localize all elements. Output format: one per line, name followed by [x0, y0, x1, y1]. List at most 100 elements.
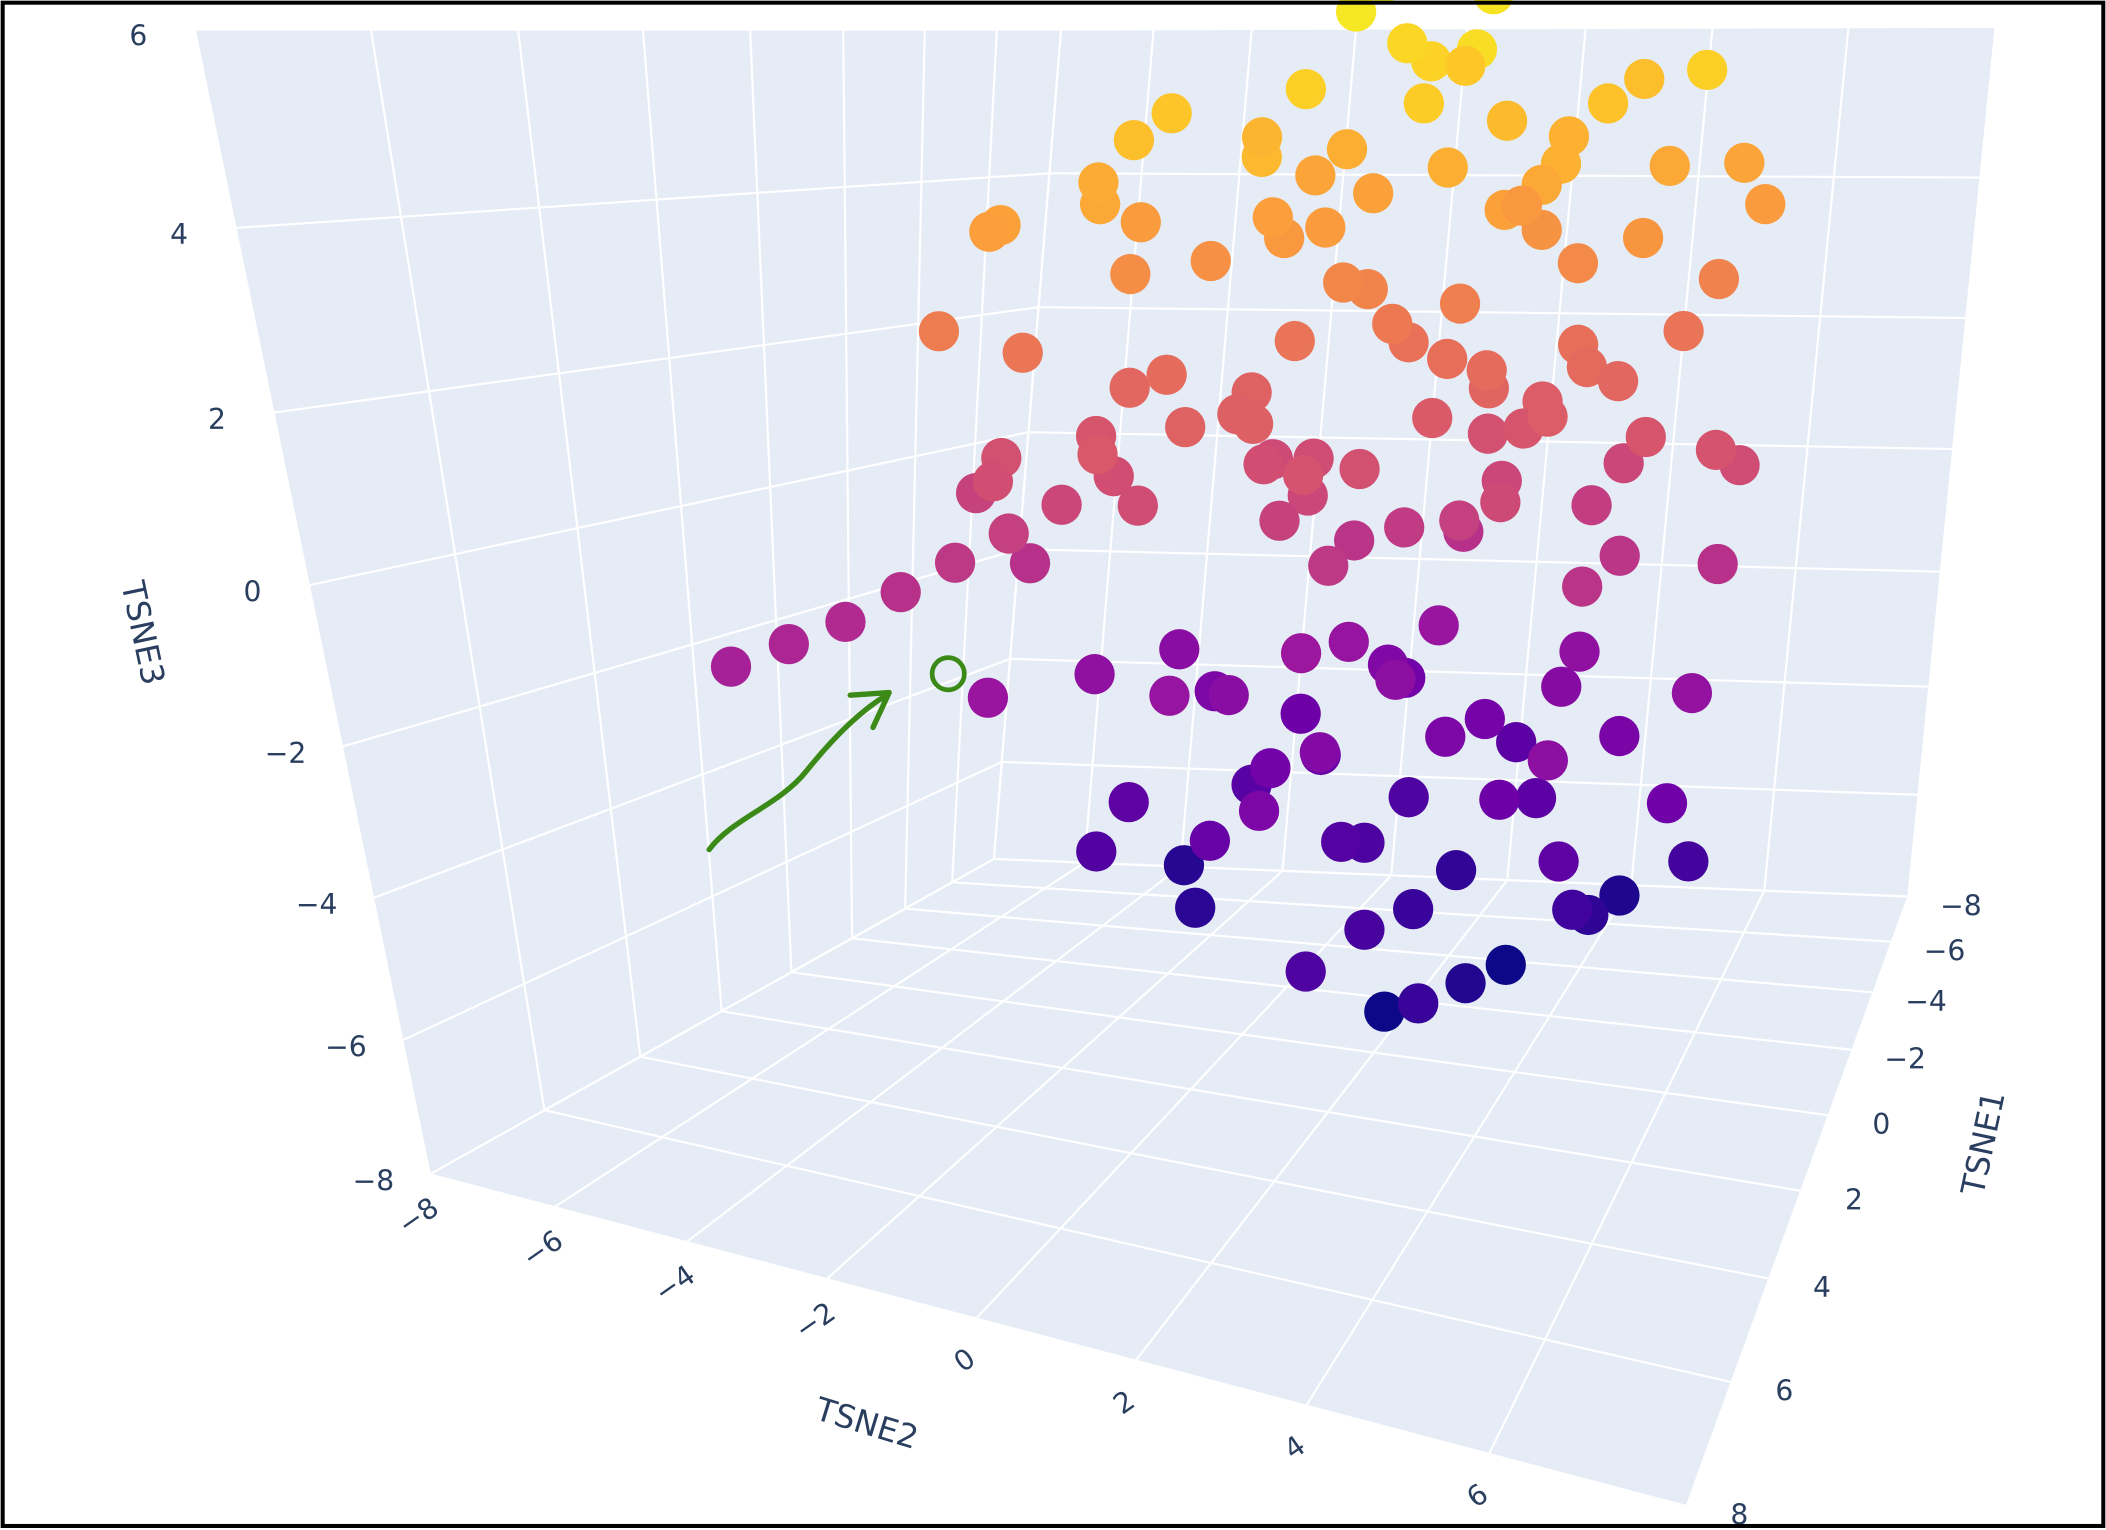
- point: [1515, 777, 1557, 819]
- z-tick-label: 6: [129, 20, 147, 53]
- point: [1624, 58, 1665, 100]
- point: [1541, 666, 1582, 707]
- grid-line: [308, 431, 1029, 587]
- point: [967, 677, 1009, 718]
- grid-line: [516, 29, 642, 1057]
- point: [1403, 83, 1445, 124]
- x-tick-label: −4: [1905, 985, 1947, 1018]
- point: [1339, 448, 1380, 490]
- grid-line: [851, 937, 1852, 1051]
- point: [1412, 397, 1453, 439]
- y-axis-title: TSNE2: [810, 1390, 923, 1457]
- z-axis-title: TSNE3: [113, 577, 172, 689]
- point: [1208, 674, 1249, 716]
- point: [1334, 520, 1375, 561]
- x-tick-label: −2: [1884, 1042, 1926, 1075]
- point: [1285, 68, 1327, 110]
- point: [1439, 500, 1480, 541]
- point: [1108, 782, 1149, 823]
- point: [1295, 155, 1336, 196]
- annotation-circle: [929, 655, 967, 693]
- point: [1299, 732, 1340, 773]
- z-tick-label: 0: [243, 575, 261, 608]
- floor: [429, 858, 1908, 1506]
- point: [1603, 443, 1644, 484]
- grid-line: [825, 870, 1284, 1280]
- point: [1557, 243, 1599, 284]
- x-axis-title: TSNE1: [1953, 1088, 2012, 1200]
- point: [1698, 258, 1740, 300]
- point: [1649, 145, 1690, 187]
- point: [1599, 715, 1640, 757]
- point: [1321, 821, 1362, 863]
- x-tick-label: 0: [1872, 1108, 1890, 1141]
- grid-line: [1061, 25, 1995, 31]
- grid-line: [429, 1173, 1686, 1507]
- grid-line: [640, 1055, 1769, 1280]
- y-tick-label: −4: [648, 1258, 701, 1309]
- point: [1425, 716, 1466, 757]
- grid-line: [429, 858, 995, 1176]
- grid-line: [975, 874, 1393, 1320]
- point: [1599, 535, 1640, 576]
- point: [1076, 831, 1117, 872]
- point: [1398, 983, 1439, 1024]
- point: [1190, 240, 1231, 282]
- point: [1335, 0, 1377, 32]
- y-tick-label: −8: [392, 1191, 445, 1242]
- point: [1305, 207, 1346, 248]
- y-tick-label: −2: [789, 1295, 842, 1346]
- point: [825, 601, 866, 643]
- left-wall: [194, 29, 1062, 1175]
- x-tick-label: −6: [1924, 934, 1966, 967]
- point: [1120, 202, 1161, 243]
- point: [1074, 654, 1115, 695]
- point: [1548, 116, 1590, 157]
- point: [1274, 320, 1315, 362]
- grid-line: [1049, 172, 1980, 179]
- point: [1388, 777, 1429, 818]
- grid-line: [193, 29, 431, 1175]
- point: [1668, 841, 1709, 882]
- point: [1146, 354, 1187, 395]
- point: [1435, 850, 1477, 891]
- point: [918, 311, 960, 352]
- point: [1252, 197, 1293, 238]
- point: [1002, 332, 1043, 373]
- point: [1599, 875, 1640, 916]
- x-tick-label: 2: [1845, 1183, 1863, 1216]
- point: [1282, 454, 1324, 496]
- grid-line: [951, 29, 998, 883]
- y-tick-label: 0: [948, 1342, 982, 1379]
- point: [1439, 283, 1481, 324]
- y-tick-label: 4: [1278, 1429, 1312, 1466]
- point: [1427, 147, 1468, 188]
- point: [1113, 119, 1155, 161]
- grid-line: [1083, 29, 1155, 863]
- point: [1326, 129, 1368, 170]
- grid-line: [553, 861, 1085, 1209]
- point: [1625, 416, 1666, 458]
- point: [1308, 545, 1349, 586]
- point: [972, 461, 1014, 502]
- point: [1566, 346, 1608, 388]
- point: [1041, 484, 1082, 525]
- grid-line: [905, 907, 1873, 994]
- point: [1163, 845, 1205, 886]
- point: [1418, 605, 1459, 646]
- point: [1485, 944, 1526, 985]
- point: [1427, 338, 1468, 380]
- back-wall: [993, 26, 1995, 897]
- grid-line: [1134, 879, 1509, 1362]
- point: [1110, 253, 1151, 295]
- point: [1344, 909, 1385, 950]
- point: [1280, 633, 1322, 674]
- point: [1109, 367, 1150, 408]
- grid-line: [1018, 548, 1940, 573]
- point: [1364, 991, 1405, 1032]
- point: [1559, 631, 1600, 672]
- point: [1250, 748, 1291, 789]
- z-tick-label: 4: [170, 218, 188, 251]
